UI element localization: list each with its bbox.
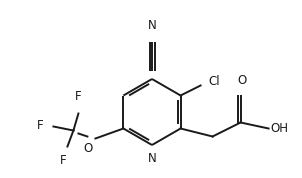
- Text: OH: OH: [271, 122, 289, 135]
- Text: F: F: [60, 155, 67, 167]
- Text: N: N: [148, 152, 156, 165]
- Text: O: O: [237, 75, 246, 88]
- Text: Cl: Cl: [209, 75, 220, 88]
- Text: N: N: [148, 19, 156, 32]
- Text: O: O: [83, 142, 92, 155]
- Text: F: F: [75, 90, 82, 103]
- Text: F: F: [37, 119, 43, 132]
